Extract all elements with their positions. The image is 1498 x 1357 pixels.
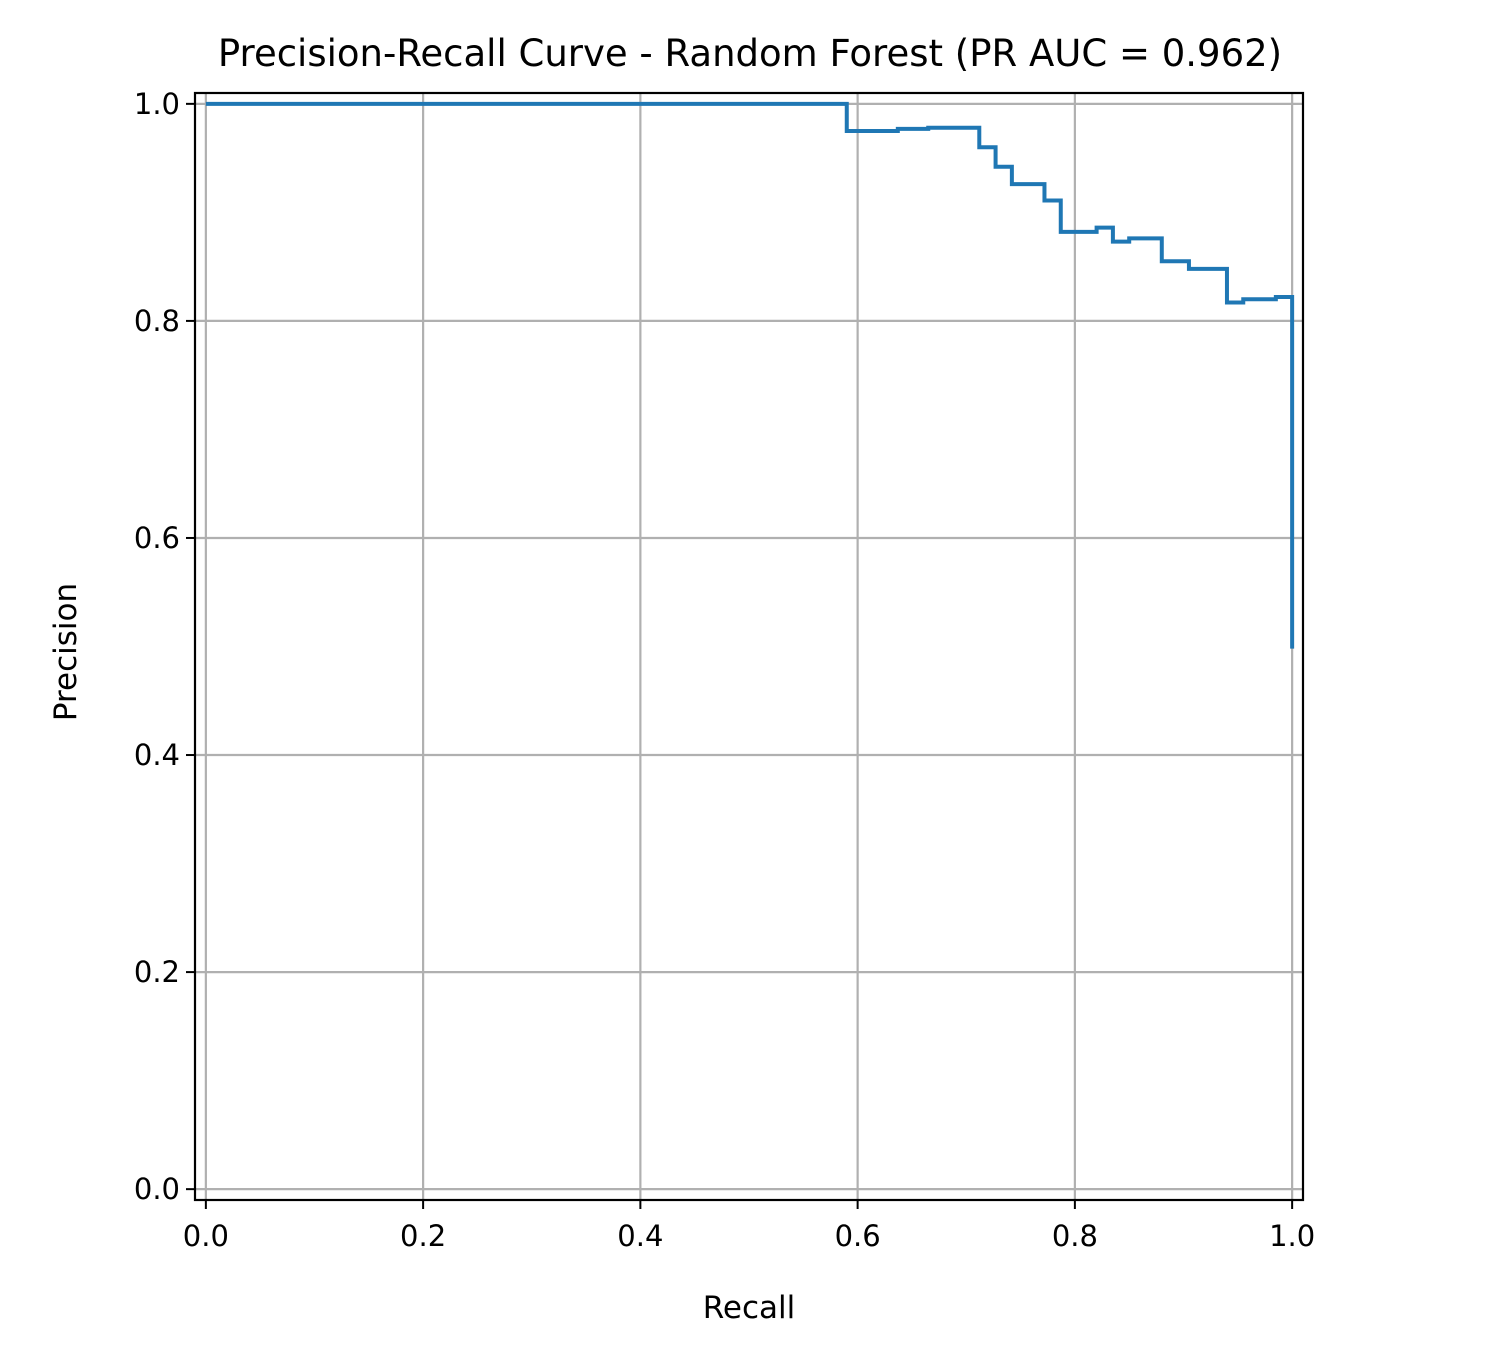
- chart-title: Precision-Recall Curve - Random Forest (…: [218, 32, 1282, 75]
- y-axis-label: Precision: [48, 583, 84, 721]
- y-tick-label: 0.8: [134, 304, 180, 338]
- x-tick-label: 0.8: [1052, 1219, 1098, 1253]
- x-tick-label: 0.2: [400, 1219, 446, 1253]
- y-tick-label: 1.0: [134, 87, 180, 121]
- x-tick-label: 0.6: [835, 1219, 881, 1253]
- x-tick-label: 0.0: [183, 1219, 229, 1253]
- y-tick-label: 0.2: [134, 955, 180, 989]
- plot-frame: [193, 91, 1305, 1202]
- y-tick-label: 0.4: [134, 738, 180, 772]
- y-tick-label: 0.6: [134, 521, 180, 555]
- x-tick-label: 0.4: [617, 1219, 663, 1253]
- y-tick-label: 0.0: [134, 1172, 180, 1206]
- pr-curve-line: [205, 101, 1295, 649]
- axis-ticks: 0.0 0.2 0.4 0.6 0.8 1.0 0.0 0.2 0.4 0.6 0.8 1.0: [134, 87, 1315, 1253]
- grid: [195, 93, 1303, 1200]
- x-tick-label: 1.0: [1269, 1219, 1315, 1253]
- x-axis-label: Recall: [703, 1290, 796, 1326]
